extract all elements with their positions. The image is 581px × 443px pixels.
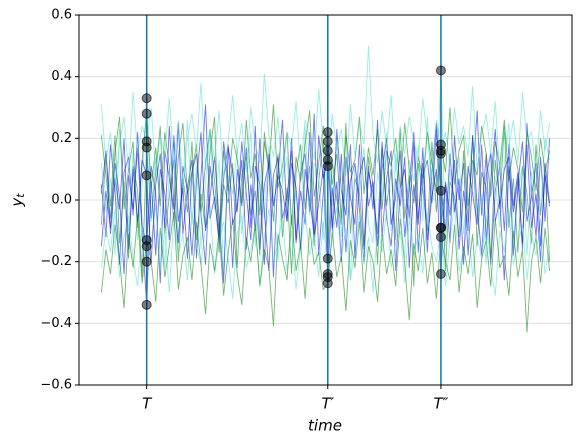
x-tick-label: T xyxy=(142,395,153,413)
y-tick-label: −0.2 xyxy=(40,254,72,269)
sample-point xyxy=(435,65,446,76)
y-axis-label-main: y xyxy=(8,197,26,208)
series-group xyxy=(100,45,551,333)
sample-point xyxy=(322,136,333,147)
sample-point xyxy=(322,161,333,172)
y-axis-label-sub: t xyxy=(14,193,27,198)
y-tick-label: 0.0 xyxy=(51,193,72,208)
x-tick-label: T″ xyxy=(434,395,449,413)
sample-point xyxy=(322,269,333,279)
sample-point xyxy=(141,170,152,181)
sample-point xyxy=(141,136,152,147)
x-axis-label: time xyxy=(308,417,342,435)
sample-point xyxy=(322,127,333,138)
y-tick-label: −0.6 xyxy=(40,378,72,393)
sample-point xyxy=(141,256,152,267)
sample-point xyxy=(141,235,152,246)
y-tick-label: 0.2 xyxy=(51,131,72,146)
sample-point xyxy=(435,269,446,279)
y-axis-label: yt xyxy=(8,193,28,208)
series-line xyxy=(100,203,551,299)
y-tick-label: 0.4 xyxy=(51,69,72,84)
sample-point xyxy=(435,232,446,242)
sample-point xyxy=(435,185,446,196)
x-tick-label: T′ xyxy=(321,395,334,413)
y-tick-label: −0.4 xyxy=(40,316,72,331)
sample-point xyxy=(141,299,152,310)
sample-point xyxy=(322,253,333,264)
sample-point xyxy=(322,145,333,156)
plot-frame xyxy=(78,14,573,386)
series-line xyxy=(100,132,551,305)
sample-point xyxy=(141,93,152,104)
sample-point xyxy=(141,108,152,119)
sample-point xyxy=(435,222,446,233)
sample-point xyxy=(435,145,446,156)
sample-point xyxy=(322,278,333,289)
y-tick-label: 0.6 xyxy=(51,8,72,23)
